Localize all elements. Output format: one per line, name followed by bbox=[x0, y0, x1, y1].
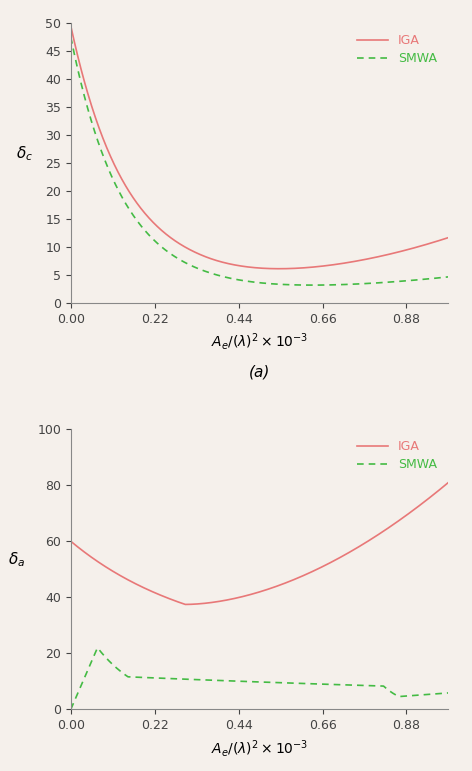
IGA bbox=[68, 22, 74, 31]
SMWA bbox=[370, 681, 375, 690]
Line: SMWA: SMWA bbox=[71, 37, 448, 285]
SMWA bbox=[68, 32, 74, 42]
SMWA bbox=[328, 680, 333, 689]
IGA bbox=[446, 478, 451, 487]
IGA bbox=[328, 558, 333, 567]
Line: IGA: IGA bbox=[71, 26, 448, 269]
IGA bbox=[328, 261, 333, 270]
SMWA bbox=[446, 272, 451, 281]
SMWA bbox=[363, 681, 369, 690]
Text: (a): (a) bbox=[249, 365, 270, 380]
IGA bbox=[446, 233, 451, 242]
IGA bbox=[221, 596, 227, 605]
IGA bbox=[221, 258, 227, 267]
IGA bbox=[107, 564, 112, 574]
IGA bbox=[68, 537, 74, 546]
IGA bbox=[276, 264, 282, 274]
SMWA bbox=[107, 657, 112, 666]
SMWA bbox=[95, 643, 101, 652]
IGA bbox=[183, 600, 188, 609]
X-axis label: $A_e/(\lambda)^2 \times 10^{-3}$: $A_e/(\lambda)^2 \times 10^{-3}$ bbox=[211, 738, 308, 759]
SMWA bbox=[221, 272, 227, 281]
X-axis label: $A_e/(\lambda)^2 \times 10^{-3}$: $A_e/(\lambda)^2 \times 10^{-3}$ bbox=[211, 332, 308, 352]
IGA bbox=[363, 538, 369, 547]
SMWA bbox=[235, 676, 240, 685]
Line: SMWA: SMWA bbox=[71, 648, 448, 709]
Y-axis label: $\delta_c$: $\delta_c$ bbox=[16, 144, 33, 163]
IGA bbox=[363, 254, 369, 264]
Legend: IGA, SMWA: IGA, SMWA bbox=[352, 436, 442, 476]
SMWA bbox=[221, 676, 227, 685]
Y-axis label: $\delta_a$: $\delta_a$ bbox=[8, 550, 25, 569]
SMWA bbox=[328, 281, 333, 290]
SMWA bbox=[363, 279, 369, 288]
IGA bbox=[370, 534, 375, 543]
Line: IGA: IGA bbox=[71, 483, 448, 604]
SMWA bbox=[68, 705, 74, 714]
IGA bbox=[370, 254, 375, 263]
SMWA bbox=[446, 689, 451, 698]
IGA bbox=[235, 593, 240, 602]
Legend: IGA, SMWA: IGA, SMWA bbox=[352, 29, 442, 70]
SMWA bbox=[107, 167, 112, 176]
IGA bbox=[234, 261, 240, 270]
IGA bbox=[107, 149, 112, 158]
SMWA bbox=[310, 281, 315, 290]
SMWA bbox=[370, 278, 375, 288]
SMWA bbox=[234, 275, 240, 284]
